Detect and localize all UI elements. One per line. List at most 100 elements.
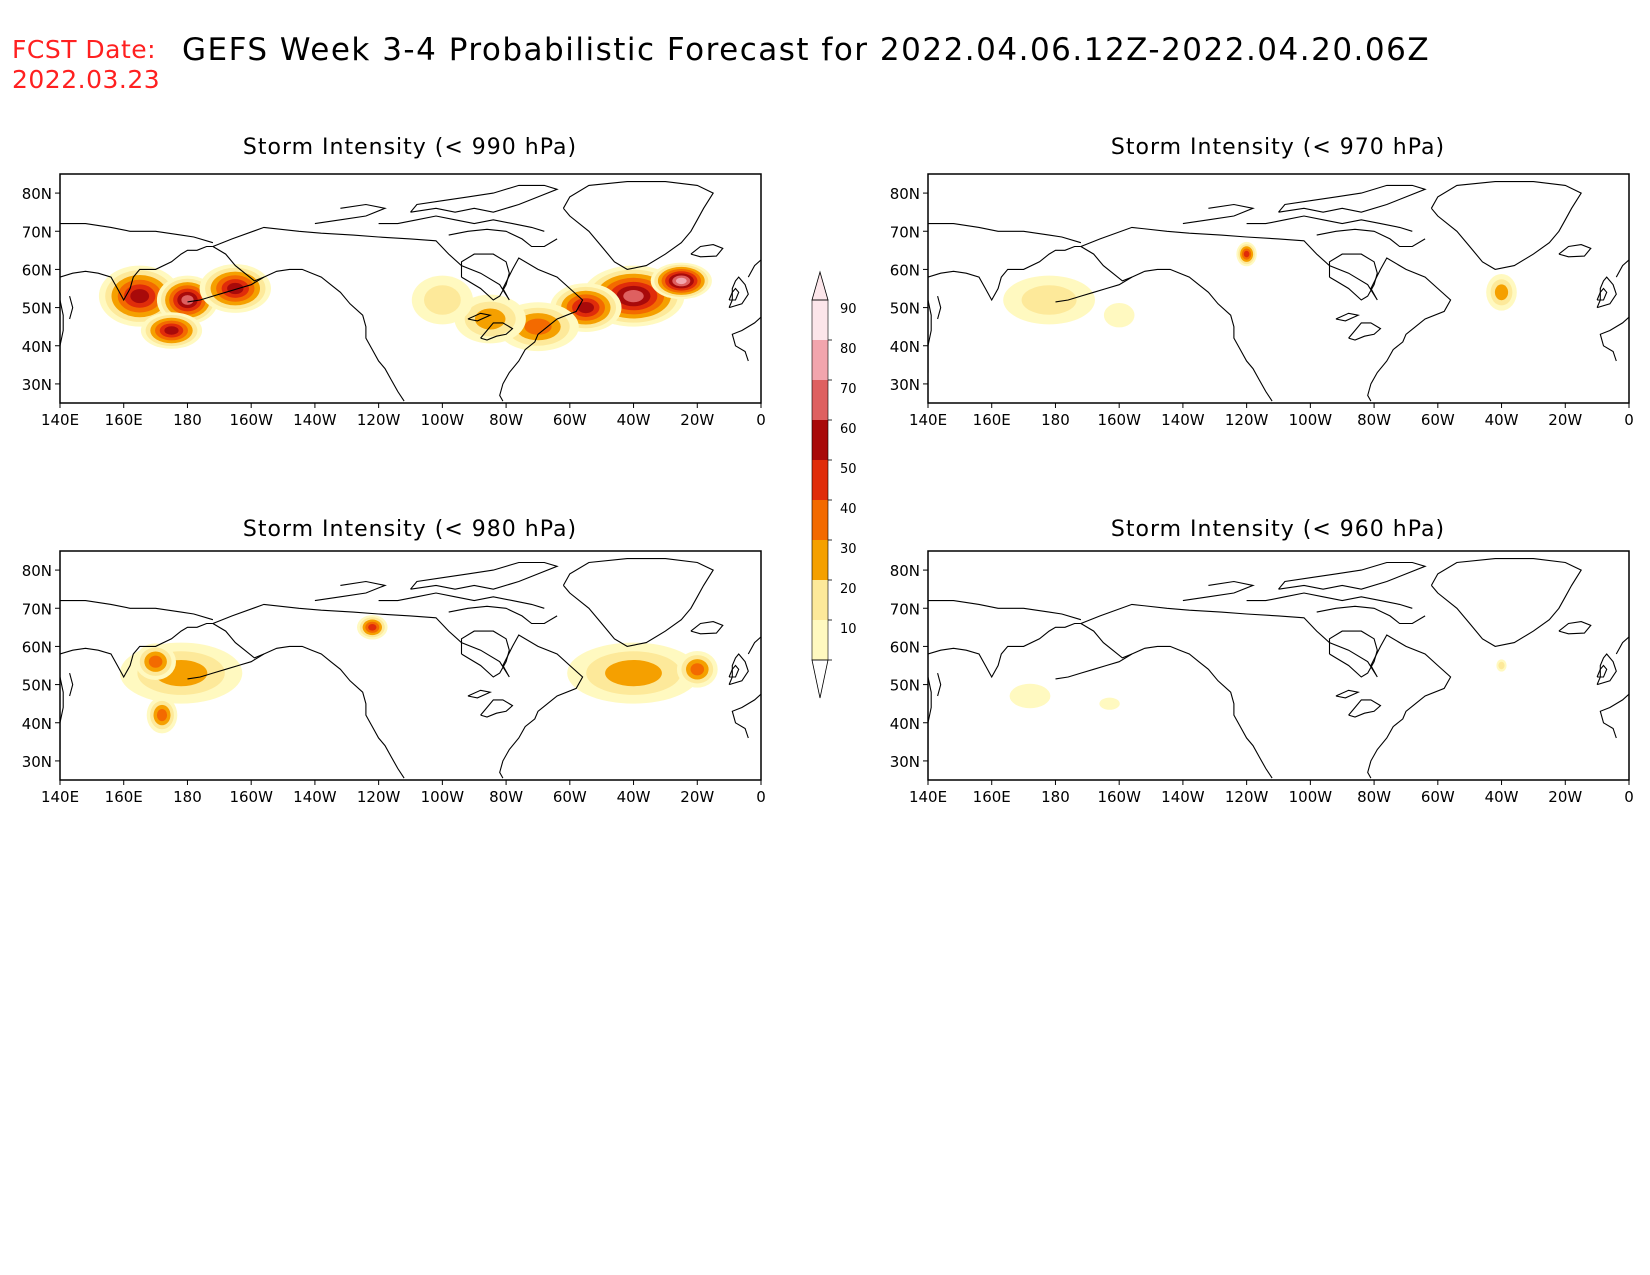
colorbar-label: 30 <box>840 542 857 557</box>
lon-tick-label: 120W <box>1225 788 1269 806</box>
lon-tick-label: 180 <box>1041 788 1070 806</box>
lon-tick-label: 160E <box>105 411 143 429</box>
coastline-16 <box>378 215 545 232</box>
lat-tick-label: 60N <box>22 638 52 656</box>
coastline-2 <box>212 623 405 779</box>
coastline-4 <box>60 245 213 302</box>
lon-tick-label: 60W <box>1421 411 1455 429</box>
lat-tick-label: 30N <box>890 376 920 394</box>
probability-blob-4-level-10 <box>1103 303 1135 328</box>
coastline-13 <box>731 693 761 739</box>
coastline-10 <box>1558 621 1592 635</box>
probability-blob-2-level-70 <box>181 295 194 305</box>
coastline-1 <box>1080 226 1452 402</box>
colorbar-label: 50 <box>840 462 857 477</box>
map-frame <box>927 550 1630 781</box>
coastline-9 <box>460 630 510 678</box>
lat-tick-label: 30N <box>22 376 52 394</box>
coastline-2 <box>212 246 405 402</box>
colorbar-label: 80 <box>840 342 857 357</box>
coastline-4 <box>928 622 1081 679</box>
lat-tick-label: 30N <box>22 753 52 771</box>
coastline-5 <box>60 600 214 621</box>
panel-title: Storm Intensity (< 960 hPa) <box>1111 517 1445 542</box>
lon-tick-label: 180 <box>173 788 202 806</box>
coastline-20 <box>467 312 493 322</box>
lat-tick-label: 40N <box>22 338 52 356</box>
page-title: GEFS Week 3-4 Probabilistic Forecast for… <box>182 32 1431 68</box>
coastline-5 <box>928 600 1082 621</box>
coastline-3 <box>1055 276 1133 303</box>
coastline-11 <box>1596 276 1617 309</box>
coastline-8 <box>562 558 714 647</box>
coastline-13 <box>731 316 761 362</box>
coastline-9 <box>1328 630 1378 678</box>
coastline-14 <box>1615 636 1629 655</box>
probability-blob-8-level-40 <box>524 318 552 335</box>
probability-blob-2-level-20 <box>1498 661 1505 670</box>
coastline-8 <box>1430 558 1582 647</box>
lon-tick-label: 0 <box>756 411 766 429</box>
probability-blob-5-level-70 <box>623 290 644 303</box>
probability-field <box>119 615 718 734</box>
coastline-13 <box>1599 316 1629 362</box>
lon-tick-label: 60W <box>553 411 587 429</box>
coastline-1 <box>212 226 584 402</box>
coastline-18 <box>1182 203 1255 225</box>
coastline-10 <box>1558 244 1592 258</box>
coastline-7 <box>69 295 74 320</box>
lat-tick-label: 80N <box>22 185 52 203</box>
probability-blob-3-level-30 <box>605 660 662 687</box>
lon-tick-label: 40W <box>617 411 651 429</box>
coastline-3 <box>187 653 265 680</box>
coastline-19 <box>1348 699 1382 718</box>
coastline-17 <box>448 228 558 248</box>
coastline-17 <box>1316 605 1426 625</box>
probability-blob-4-level-40 <box>690 663 705 676</box>
colorbar-border <box>811 299 829 661</box>
lon-tick-label: 160W <box>229 411 273 429</box>
lat-tick-label: 80N <box>890 562 920 580</box>
storm-probability-map-2: Storm Intensity (< 970 hPa) 140E 160E 180 16… <box>890 135 1634 429</box>
coastline-7 <box>69 672 74 697</box>
coastline-13 <box>1599 693 1629 739</box>
lon-tick-label: 80W <box>1357 788 1391 806</box>
lon-tick-label: 20W <box>680 411 714 429</box>
coastline-15 <box>410 184 559 213</box>
probability-blob-1-level-10 <box>1009 683 1051 709</box>
lon-tick-label: 0 <box>756 788 766 806</box>
lon-tick-label: 100W <box>1289 788 1333 806</box>
colorbar-swatch-50 <box>812 460 828 500</box>
lon-tick-label: 160W <box>1097 411 1141 429</box>
lat-tick-label: 60N <box>890 261 920 279</box>
coastline-6 <box>928 676 932 750</box>
colorbar-swatch-20 <box>812 580 828 620</box>
probability-blob-3-level-10 <box>1099 697 1120 710</box>
coastline-5 <box>928 223 1082 244</box>
coastline-6 <box>60 299 64 373</box>
coastline-19 <box>1348 322 1382 341</box>
coastline-14 <box>747 259 761 278</box>
coastline-14 <box>1615 259 1629 278</box>
lon-tick-label: 140W <box>1161 788 1205 806</box>
coastline-2 <box>1080 246 1273 402</box>
coastline-7 <box>937 672 942 697</box>
coastline-3 <box>1055 653 1133 680</box>
lon-tick-label: 140W <box>1161 411 1205 429</box>
map-frame <box>59 173 762 404</box>
lon-tick-label: 120W <box>1225 411 1269 429</box>
coastlines <box>928 558 1629 779</box>
probability-blob-2-level-40 <box>148 655 163 668</box>
lat-tick-label: 70N <box>22 223 52 241</box>
probability-blob-3-level-30 <box>1494 284 1509 301</box>
lon-tick-label: 160W <box>229 788 273 806</box>
lat-tick-label: 50N <box>22 300 52 318</box>
lat-tick-label: 80N <box>22 562 52 580</box>
colorbar-label: 40 <box>840 502 857 517</box>
lon-tick-label: 160W <box>1097 788 1141 806</box>
lat-tick-label: 60N <box>890 638 920 656</box>
lat-tick-label: 60N <box>22 261 52 279</box>
probability-blob-1-level-60 <box>130 289 150 304</box>
lon-tick-label: 80W <box>489 788 523 806</box>
lon-tick-label: 140E <box>41 411 79 429</box>
